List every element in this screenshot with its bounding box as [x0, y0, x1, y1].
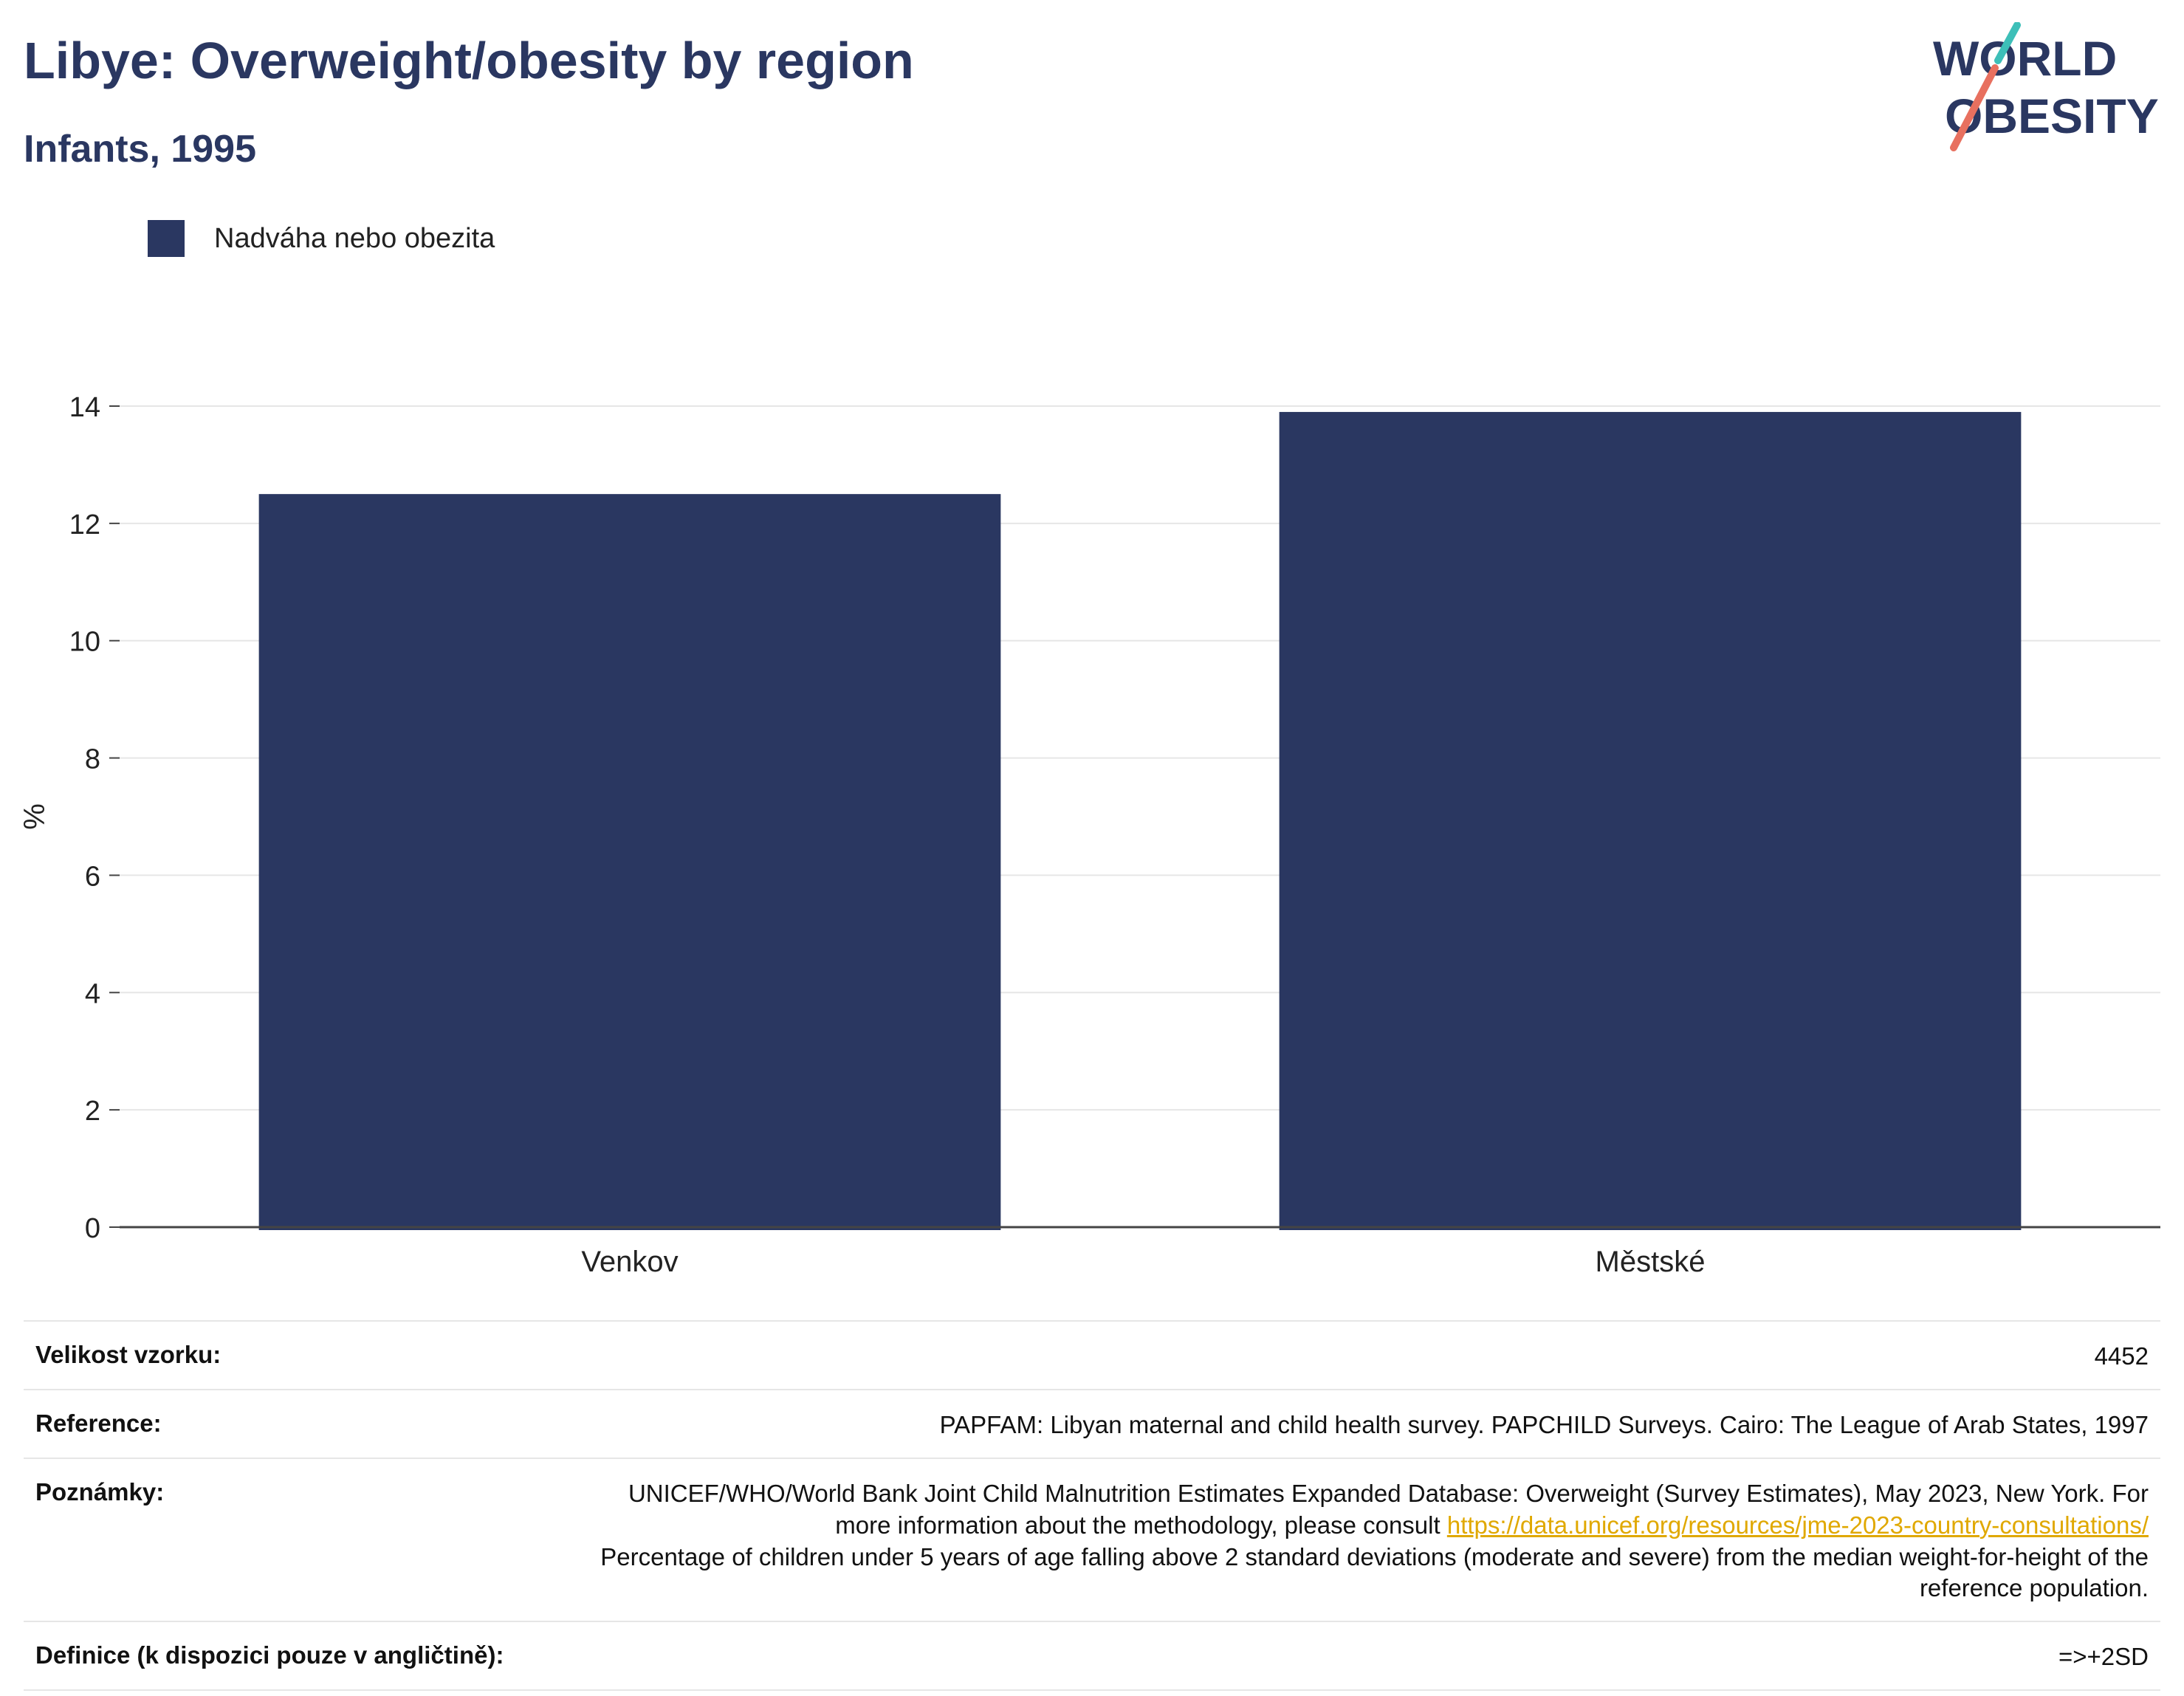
- y-tick-label: 14: [69, 392, 100, 423]
- y-tick-label: 10: [69, 627, 100, 658]
- legend: Nadváha nebo obezita: [148, 220, 495, 257]
- logo-teal-stroke: [1994, 22, 2021, 64]
- world-obesity-logo: WORLD OBESITY: [1933, 22, 2159, 151]
- chart-subtitle: Infants, 1995: [24, 128, 257, 171]
- bars: [258, 411, 2022, 1230]
- y-tick-label: 2: [85, 1096, 100, 1127]
- sample-size-value: 4452: [2094, 1342, 2149, 1370]
- y-tick-label: 4: [85, 978, 100, 1009]
- definition-value: =>+2SD: [2058, 1643, 2149, 1671]
- meta-row-definition: Definice (k dispozici pouze v angličtině…: [24, 1621, 2160, 1692]
- notes-label: Poznámky:: [35, 1477, 165, 1506]
- y-tick-label: 0: [85, 1213, 100, 1244]
- metadata-table: Velikost vzorku: 4452 Reference: PAPFAM:…: [24, 1320, 2160, 1692]
- meta-row-reference: Reference: PAPFAM: Libyan maternal and c…: [24, 1388, 2160, 1458]
- y-tick-label: 8: [85, 744, 100, 775]
- methodology-link[interactable]: https://data.unicef.org/resources/jme-20…: [1446, 1511, 2149, 1539]
- legend-swatch: [148, 220, 185, 257]
- chart-title: Libye: Overweight/obesity by region: [24, 32, 914, 89]
- y-tick-label: 6: [85, 861, 100, 892]
- logo-line1: WORLD: [1933, 31, 2117, 86]
- bar-2[interactable]: [1279, 411, 2022, 1230]
- x-tick-label: Venkov: [581, 1246, 678, 1278]
- bar-chart: 0 2 4 6 8 10 12 14 Venkov Městské %: [18, 392, 2160, 1278]
- x-tick-label: Městské: [1596, 1246, 1706, 1278]
- reference-value: PAPFAM: Libyan maternal and child health…: [939, 1410, 2149, 1438]
- sample-size-label: Velikost vzorku:: [35, 1341, 222, 1368]
- meta-row-sample: Velikost vzorku: 4452: [24, 1320, 2160, 1389]
- notes-text-1: UNICEF/WHO/World Bank Joint Child Malnut…: [628, 1479, 2149, 1539]
- logo-coral-stroke: [1950, 64, 1999, 151]
- y-tick-label: 12: [69, 509, 100, 540]
- y-axis-ticks: 0 2 4 6 8 10 12 14: [69, 392, 120, 1244]
- reference-label: Reference:: [35, 1409, 162, 1437]
- definition-label: Definice (k dispozici pouze v angličtině…: [35, 1641, 504, 1669]
- bar-1[interactable]: [258, 494, 1001, 1230]
- notes-text-2: Percentage of children under 5 years of …: [600, 1542, 2149, 1602]
- meta-row-notes: Poznámky: UNICEF/WHO/World Bank Joint Ch…: [24, 1457, 2160, 1621]
- legend-label: Nadváha nebo obezita: [214, 222, 495, 254]
- x-axis-ticks: Venkov Městské: [581, 1246, 1705, 1278]
- notes-value: UNICEF/WHO/World Bank Joint Child Malnut…: [598, 1478, 2149, 1605]
- y-axis-label: %: [18, 803, 51, 830]
